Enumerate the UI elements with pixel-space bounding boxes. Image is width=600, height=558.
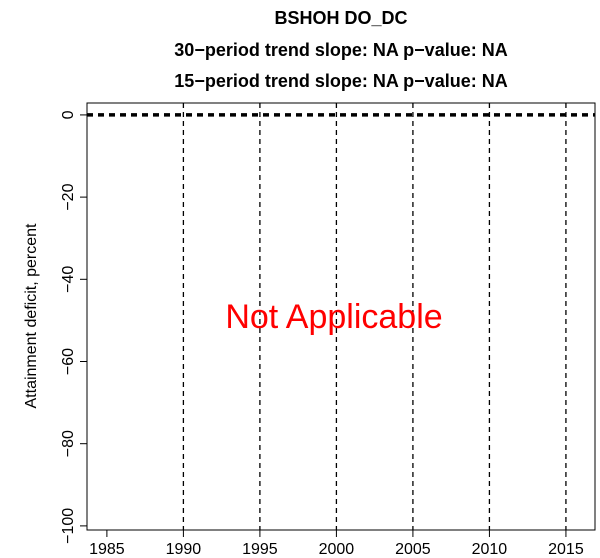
annotation: Not Applicable [225, 298, 442, 336]
x-tick-label: 1990 [166, 541, 202, 558]
y-tick-label: −100 [60, 508, 77, 544]
y-axis-label: Attainment deficit, percent [23, 223, 40, 409]
x-tick-label: 1985 [89, 541, 125, 558]
x-tick-label: 2005 [395, 541, 431, 558]
x-tick-label: 2000 [319, 541, 355, 558]
y-tick-label: −60 [60, 348, 77, 375]
x-tick-label: 1995 [242, 541, 278, 558]
y-tick-label: −40 [60, 266, 77, 293]
y-tick-label: −80 [60, 430, 77, 457]
x-tick-label: 2010 [472, 541, 508, 558]
chart-subtitle: 15−period trend slope: NA p−value: NA [174, 71, 507, 91]
chart-subtitle: 30−period trend slope: NA p−value: NA [174, 40, 507, 60]
chart-title: BSHOH DO_DC [274, 8, 407, 28]
y-tick-label: 0 [60, 110, 77, 119]
y-tick-label: −20 [60, 183, 77, 210]
x-tick-label: 2015 [548, 541, 584, 558]
plot-frame [86, 102, 596, 531]
